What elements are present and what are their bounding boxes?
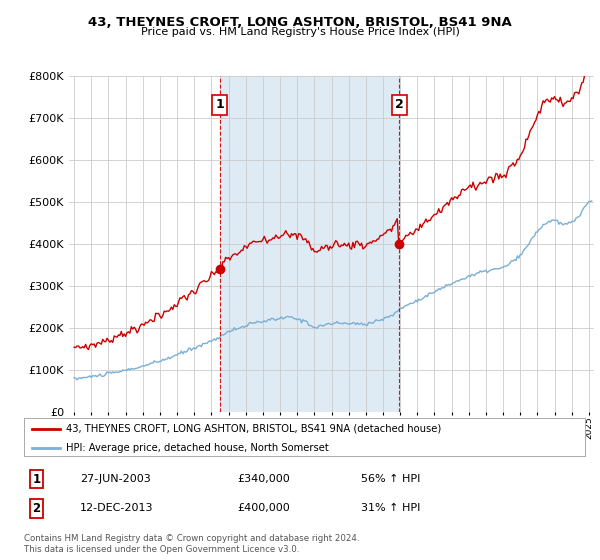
Text: Contains HM Land Registry data © Crown copyright and database right 2024.
This d: Contains HM Land Registry data © Crown c… [24, 534, 359, 554]
Text: £340,000: £340,000 [237, 474, 290, 484]
Text: 2: 2 [32, 502, 40, 515]
Text: 1: 1 [32, 473, 40, 486]
Text: 2: 2 [395, 99, 404, 111]
Text: 12-DEC-2013: 12-DEC-2013 [80, 503, 154, 514]
Text: 27-JUN-2003: 27-JUN-2003 [80, 474, 151, 484]
Text: 43, THEYNES CROFT, LONG ASHTON, BRISTOL, BS41 9NA: 43, THEYNES CROFT, LONG ASHTON, BRISTOL,… [88, 16, 512, 29]
Text: 43, THEYNES CROFT, LONG ASHTON, BRISTOL, BS41 9NA (detached house): 43, THEYNES CROFT, LONG ASHTON, BRISTOL,… [66, 424, 442, 434]
Text: 31% ↑ HPI: 31% ↑ HPI [361, 503, 420, 514]
Text: HPI: Average price, detached house, North Somerset: HPI: Average price, detached house, Nort… [66, 443, 329, 453]
Text: 56% ↑ HPI: 56% ↑ HPI [361, 474, 420, 484]
Bar [220, 76, 399, 412]
Text: £400,000: £400,000 [237, 503, 290, 514]
Text: 1: 1 [215, 99, 224, 111]
Text: Price paid vs. HM Land Registry's House Price Index (HPI): Price paid vs. HM Land Registry's House … [140, 27, 460, 37]
